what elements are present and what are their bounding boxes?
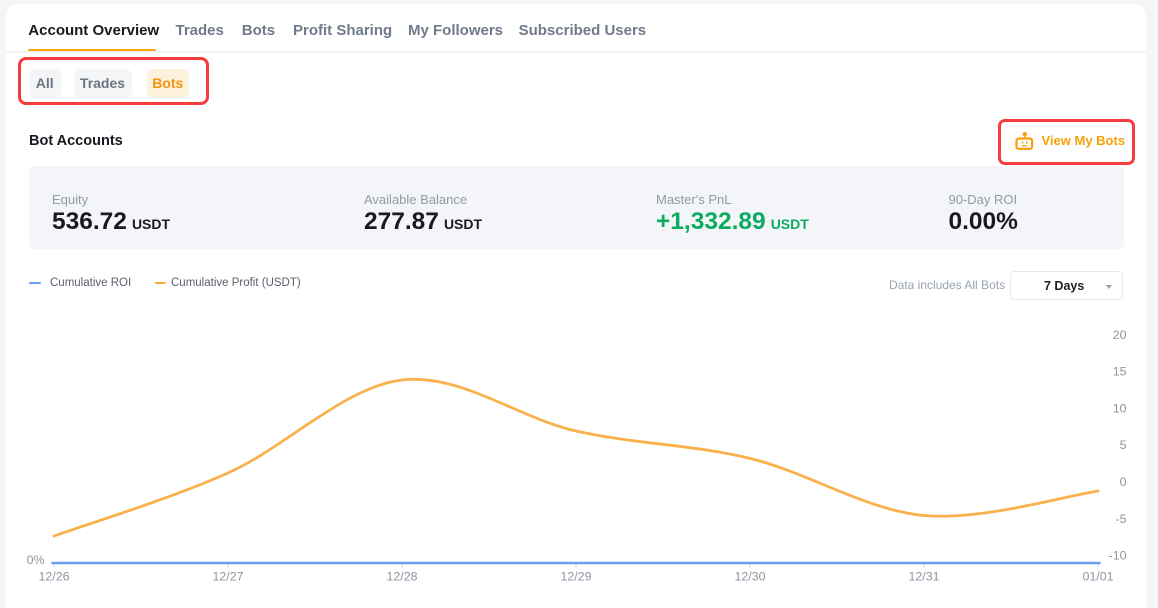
svg-text:12/31: 12/31 (908, 570, 939, 584)
svg-text:12/26: 12/26 (38, 570, 69, 584)
svg-text:10: 10 (1113, 401, 1127, 415)
svg-text:20: 20 (1113, 328, 1127, 342)
svg-text:-5: -5 (1115, 512, 1126, 526)
svg-text:12/27: 12/27 (212, 570, 243, 584)
svg-text:0: 0 (1120, 475, 1127, 489)
svg-text:0%: 0% (27, 553, 45, 567)
svg-text:5: 5 (1120, 438, 1127, 452)
svg-text:12/29: 12/29 (560, 570, 591, 584)
svg-text:12/28: 12/28 (386, 570, 417, 584)
svg-text:12/30: 12/30 (734, 570, 765, 584)
svg-text:15: 15 (1113, 365, 1127, 379)
svg-text:01/01: 01/01 (1082, 570, 1113, 584)
svg-text:-10: -10 (1109, 549, 1127, 563)
